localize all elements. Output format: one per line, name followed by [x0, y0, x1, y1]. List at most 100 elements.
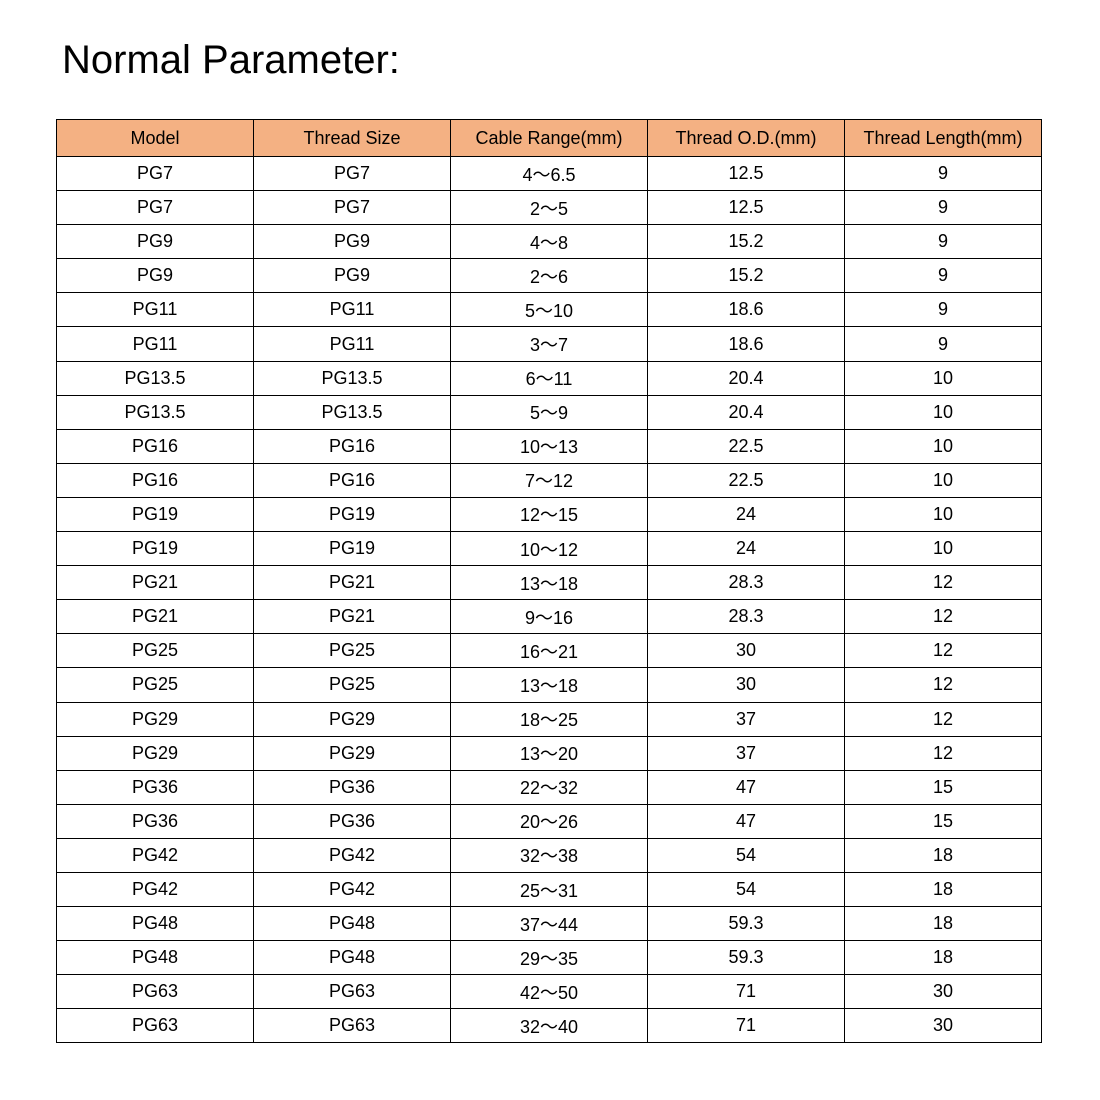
table-cell: PG7 — [253, 190, 451, 226]
table-cell: PG48 — [253, 940, 451, 976]
table-cell: 29～35 — [450, 940, 648, 976]
table-cell: 9 — [844, 155, 1042, 192]
table-cell: PG63 — [56, 974, 254, 1010]
table-row: PG48 PG48 37～44 59.3 18 — [56, 906, 1042, 942]
table-cell: 30 — [647, 667, 845, 703]
table-cell: 13～20 — [450, 735, 648, 771]
table-row: PG11 PG11 5～10 18.6 9 — [56, 292, 1042, 328]
table-cell: 12 — [844, 667, 1042, 703]
table-cell: 9～16 — [450, 599, 648, 635]
table-row: PG11 PG11 3～7 18.6 9 — [56, 326, 1042, 362]
table-cell: 12.5 — [647, 190, 845, 226]
table-cell: 47 — [647, 803, 845, 839]
table-cell: 18 — [844, 940, 1042, 976]
table-cell: PG19 — [253, 496, 451, 533]
table-cell: 12 — [844, 735, 1042, 771]
table-row: PG21 PG21 13～18 28.3 12 — [56, 565, 1042, 601]
table-cell: 4～6.5 — [450, 155, 648, 192]
table-row: PG29 PG29 13～20 37 12 — [56, 735, 1042, 771]
table-cell: PG29 — [253, 735, 451, 771]
table-cell: PG63 — [56, 1008, 254, 1044]
table-row: PG9 PG9 4～8 15.2 9 — [56, 224, 1042, 260]
table-cell: PG9 — [253, 224, 451, 260]
table-cell: 10～12 — [450, 531, 648, 567]
table-cell: 10 — [844, 496, 1042, 533]
table-cell: PG9 — [56, 224, 254, 260]
table-cell: 47 — [647, 769, 845, 805]
table-cell: PG16 — [56, 428, 254, 464]
table-cell: PG25 — [56, 633, 254, 669]
table-cell: PG36 — [56, 769, 254, 805]
table-cell: PG7 — [56, 190, 254, 226]
table-cell: PG11 — [253, 326, 451, 362]
table-cell: PG16 — [56, 462, 254, 498]
table-cell: 12 — [844, 565, 1042, 601]
table-cell: PG11 — [56, 292, 254, 328]
table-cell: 32～40 — [450, 1008, 648, 1044]
table-cell: 18 — [844, 871, 1042, 908]
table-cell: PG11 — [56, 326, 254, 362]
table-cell: 59.3 — [647, 940, 845, 976]
table-cell: PG63 — [253, 974, 451, 1010]
table-cell: PG21 — [56, 565, 254, 601]
table-cell: PG11 — [253, 292, 451, 328]
table-cell: 20～26 — [450, 803, 648, 839]
column-header: Model — [56, 119, 254, 157]
table-row: PG13.5 PG13.5 5～9 20.4 10 — [56, 394, 1042, 430]
table-cell: 12 — [844, 599, 1042, 635]
table-cell: 7～12 — [450, 462, 648, 498]
table-cell: 22.5 — [647, 462, 845, 498]
table-cell: 71 — [647, 974, 845, 1010]
table-cell: 18 — [844, 906, 1042, 942]
table-cell: PG25 — [253, 667, 451, 703]
table-cell: PG48 — [56, 940, 254, 976]
table-cell: 18.6 — [647, 326, 845, 362]
table-cell: PG13.5 — [56, 360, 254, 396]
table-cell: 12～15 — [450, 496, 648, 533]
table-cell: 71 — [647, 1008, 845, 1044]
table-cell: PG19 — [56, 531, 254, 567]
table-cell: 10～13 — [450, 428, 648, 464]
table-cell: 9 — [844, 326, 1042, 362]
table-cell: 10 — [844, 531, 1042, 567]
table-cell: 28.3 — [647, 565, 845, 601]
table-cell: 37～44 — [450, 906, 648, 942]
table-cell: 13～18 — [450, 565, 648, 601]
table-row: PG25 PG25 16～21 30 12 — [56, 633, 1042, 669]
table-cell: 59.3 — [647, 906, 845, 942]
table-cell: 42～50 — [450, 974, 648, 1010]
table-row: PG7 PG7 2～5 12.5 9 — [56, 190, 1042, 226]
table-cell: 10 — [844, 428, 1042, 464]
table-row: PG7 PG7 4～6.5 12.5 9 — [56, 155, 1042, 192]
table-cell: 30 — [844, 974, 1042, 1010]
table-row: PG19 PG19 12～15 24 10 — [56, 496, 1042, 533]
table-cell: PG36 — [56, 803, 254, 839]
table-cell: 54 — [647, 871, 845, 908]
table-cell: PG13.5 — [56, 394, 254, 430]
table-cell: PG21 — [253, 599, 451, 635]
table-cell: PG16 — [253, 428, 451, 464]
table-row: PG19 PG19 10～12 24 10 — [56, 531, 1042, 567]
table-cell: PG13.5 — [253, 360, 451, 396]
table-cell: PG13.5 — [253, 394, 451, 430]
table-cell: 22～32 — [450, 769, 648, 805]
table-row: PG21 PG21 9～16 28.3 12 — [56, 599, 1042, 635]
table-cell: 30 — [647, 633, 845, 669]
table-cell: PG21 — [56, 599, 254, 635]
table-cell: 32～38 — [450, 837, 648, 873]
table-row: PG25 PG25 13～18 30 12 — [56, 667, 1042, 703]
table-cell: 6～11 — [450, 360, 648, 396]
column-header: Thread Length(mm) — [844, 119, 1042, 157]
table-cell: PG42 — [253, 871, 451, 908]
table-cell: 3～7 — [450, 326, 648, 362]
table-cell: 30 — [844, 1008, 1042, 1044]
table-cell: PG9 — [253, 258, 451, 294]
table-cell: 10 — [844, 394, 1042, 430]
table-row: PG42 PG42 25～31 54 18 — [56, 871, 1042, 908]
table-cell: 10 — [844, 360, 1042, 396]
column-header: Thread Size — [253, 119, 451, 157]
table-cell: 9 — [844, 292, 1042, 328]
table-cell: 20.4 — [647, 394, 845, 430]
table-cell: 15 — [844, 769, 1042, 805]
table-cell: 13～18 — [450, 667, 648, 703]
